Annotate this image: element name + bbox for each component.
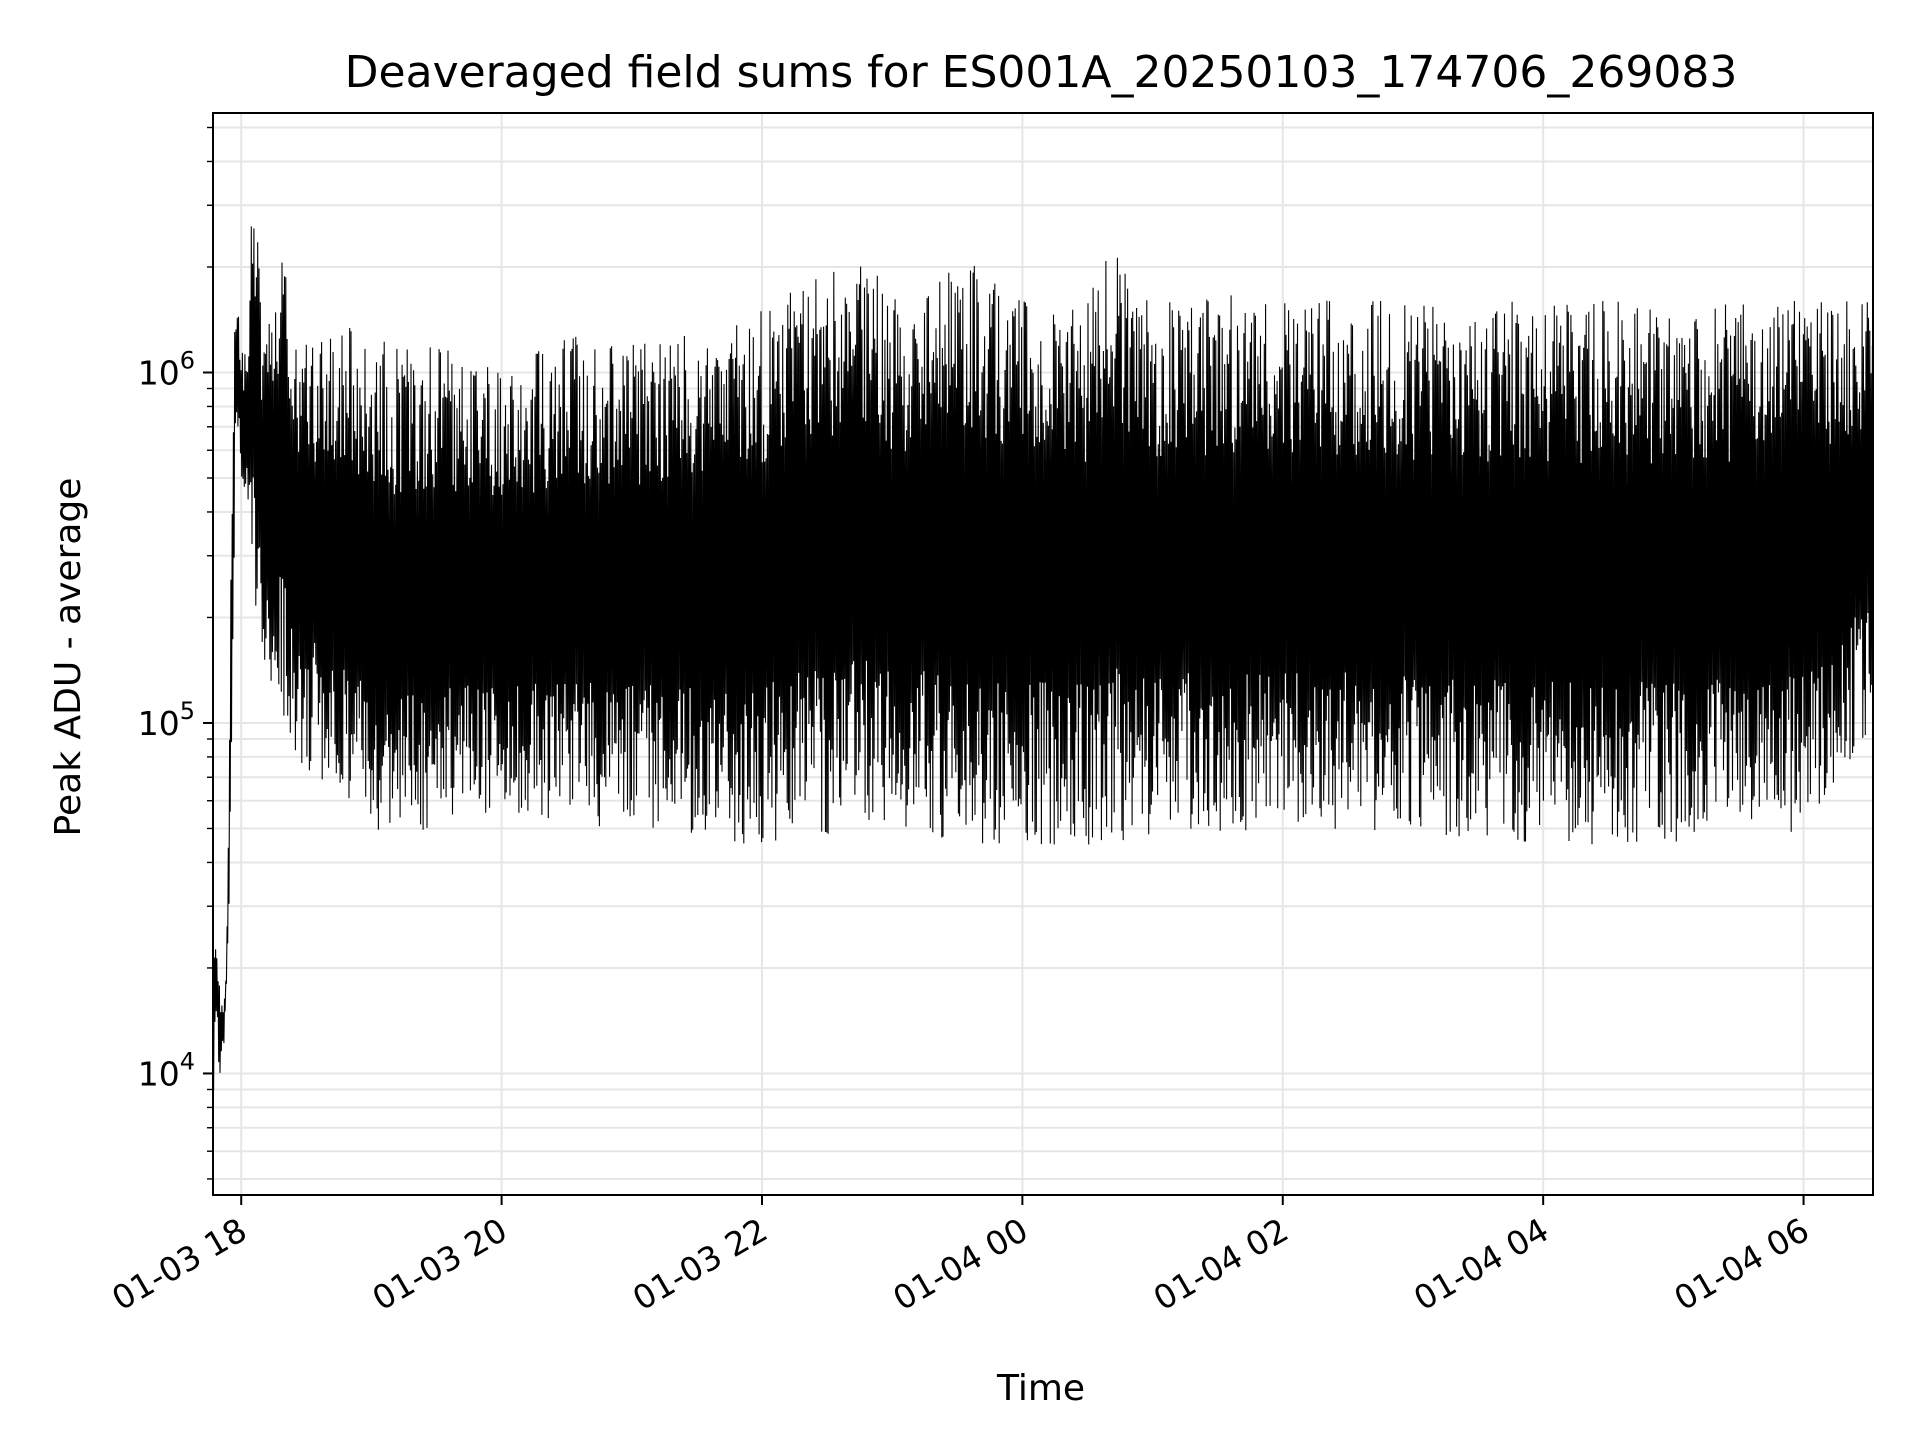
x-tick-label: 01-03 22 xyxy=(626,1210,774,1318)
series-line xyxy=(212,226,1874,1091)
y-tick-label: 106 xyxy=(138,346,195,392)
chart-title: Deaveraged field sums for ES001A_2025010… xyxy=(345,47,1738,98)
y-tick-label: 104 xyxy=(138,1047,195,1093)
x-tick-label: 01-04 00 xyxy=(886,1210,1034,1318)
y-axis-label: Peak ADU - average xyxy=(48,478,89,837)
x-tick-label: 01-04 04 xyxy=(1407,1210,1555,1318)
y-tick-label: 105 xyxy=(138,697,195,743)
plot-frame xyxy=(212,112,1874,1196)
x-tick-label: 01-04 06 xyxy=(1668,1210,1816,1318)
x-tick-label: 01-03 18 xyxy=(105,1210,253,1318)
x-tick-label: 01-03 20 xyxy=(366,1210,514,1318)
x-tick-label: 01-04 02 xyxy=(1147,1210,1295,1318)
x-axis-label: Time xyxy=(996,1368,1085,1409)
data-series xyxy=(212,226,1874,1091)
